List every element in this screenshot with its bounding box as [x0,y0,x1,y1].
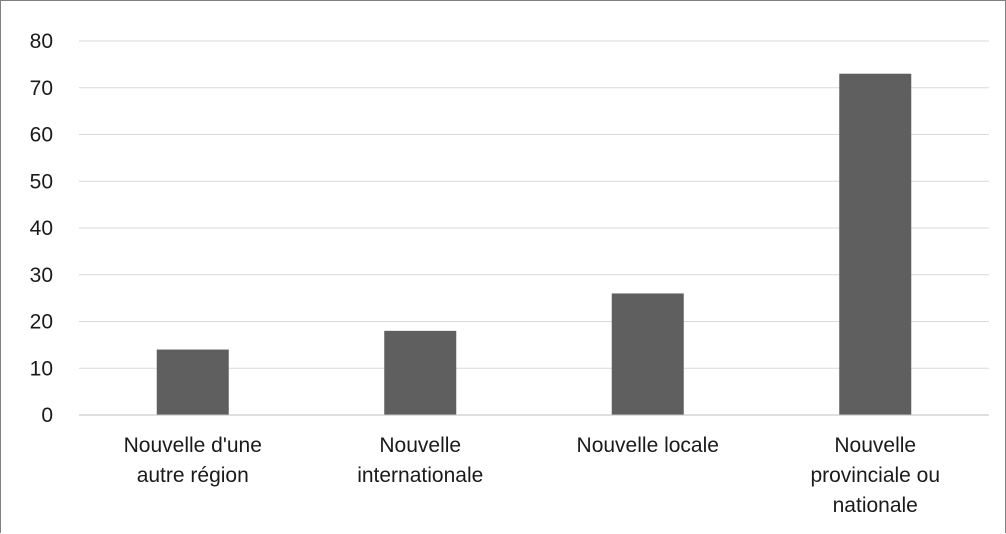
bar [156,349,229,415]
x-category-label-line: Nouvelle [834,434,916,457]
x-category-label-line: Nouvelle locale [577,434,719,457]
y-tick-label: 50 [30,170,53,193]
y-tick-label: 0 [41,404,53,427]
bar [611,293,684,415]
bar [384,330,457,415]
y-tick-label: 80 [30,30,53,53]
bar [839,73,912,415]
y-tick-label: 20 [30,311,53,334]
x-category-label: Nouvelle d'une autre région [124,434,262,487]
gridlines [79,40,989,369]
x-category-label-line: internationale [357,464,483,487]
y-axis-tick-labels: 0 10 20 30 40 50 60 70 80 [30,30,53,427]
x-category-label-line: nationale [833,494,918,517]
y-tick-label: 70 [30,77,53,100]
y-tick-label: 60 [30,124,53,147]
bars [156,73,912,415]
y-tick-label: 40 [30,217,53,240]
x-category-label-line: Nouvelle d'une [124,434,262,457]
x-category-label: Nouvelle internationale [357,434,483,487]
x-axis-category-labels: Nouvelle d'une autre région Nouvelle intern… [124,434,940,517]
x-category-label: Nouvelle locale [577,434,719,457]
y-tick-label: 30 [30,264,53,287]
x-category-label-line: provinciale ou [810,464,940,487]
x-category-label: Nouvelle provinciale ou nationale [810,434,940,517]
x-category-label-line: Nouvelle [379,434,461,457]
x-category-label-line: autre région [137,464,249,487]
y-tick-label: 10 [30,357,53,380]
